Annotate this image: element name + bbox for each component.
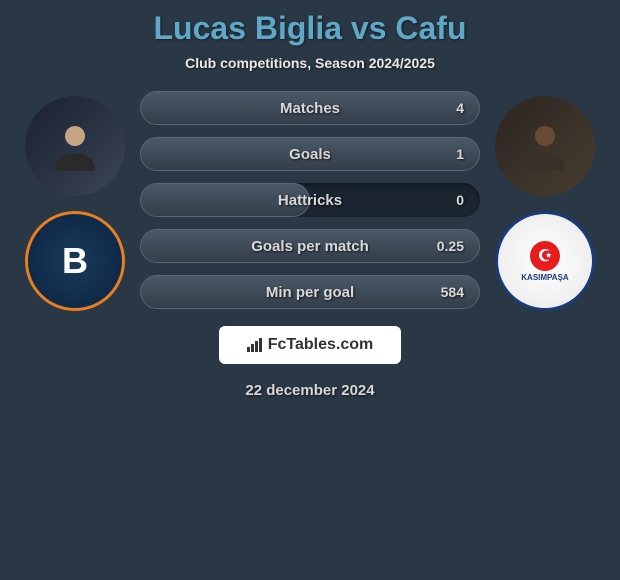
page-title: Lucas Biglia vs Cafu (154, 10, 467, 47)
stat-label: Goals per match (251, 238, 369, 255)
player1-avatar[interactable] (25, 96, 125, 196)
comparison-widget: Lucas Biglia vs Cafu Club competitions, … (0, 0, 620, 409)
stats-list: Matches 4 Goals 1 Hattricks 0 Goals per … (140, 91, 480, 309)
person-icon (45, 116, 105, 176)
player2-column: KASIMPAŞA (490, 91, 600, 311)
stat-label: Matches (280, 100, 340, 117)
stat-label: Min per goal (266, 284, 354, 301)
snapshot-date: 22 december 2024 (245, 382, 374, 399)
stat-row-hattricks: Hattricks 0 (140, 183, 480, 217)
flag-icon (530, 241, 560, 271)
stat-right-value: 4 (456, 100, 464, 116)
stat-row-goals: Goals 1 (140, 137, 480, 171)
stat-right-value: 0 (456, 192, 464, 208)
player1-team-badge[interactable] (25, 211, 125, 311)
stat-label: Hattricks (278, 192, 342, 209)
stat-right-value: 0.25 (437, 238, 464, 254)
stat-row-goals-per-match: Goals per match 0.25 (140, 229, 480, 263)
stat-row-min-per-goal: Min per goal 584 (140, 275, 480, 309)
bar-chart-icon (247, 338, 262, 352)
player1-column (20, 91, 130, 311)
person-icon (515, 116, 575, 176)
stat-right-value: 1 (456, 146, 464, 162)
player2-avatar[interactable] (495, 96, 595, 196)
team-text: KASIMPAŞA (521, 273, 568, 282)
branding-text: FcTables.com (268, 336, 374, 354)
stat-right-value: 584 (441, 284, 464, 300)
page-subtitle: Club competitions, Season 2024/2025 (185, 55, 435, 71)
branding-badge[interactable]: FcTables.com (219, 326, 402, 364)
main-content: Matches 4 Goals 1 Hattricks 0 Goals per … (0, 91, 620, 311)
player2-team-badge[interactable]: KASIMPAŞA (495, 211, 595, 311)
stat-row-matches: Matches 4 (140, 91, 480, 125)
stat-label: Goals (289, 146, 331, 163)
